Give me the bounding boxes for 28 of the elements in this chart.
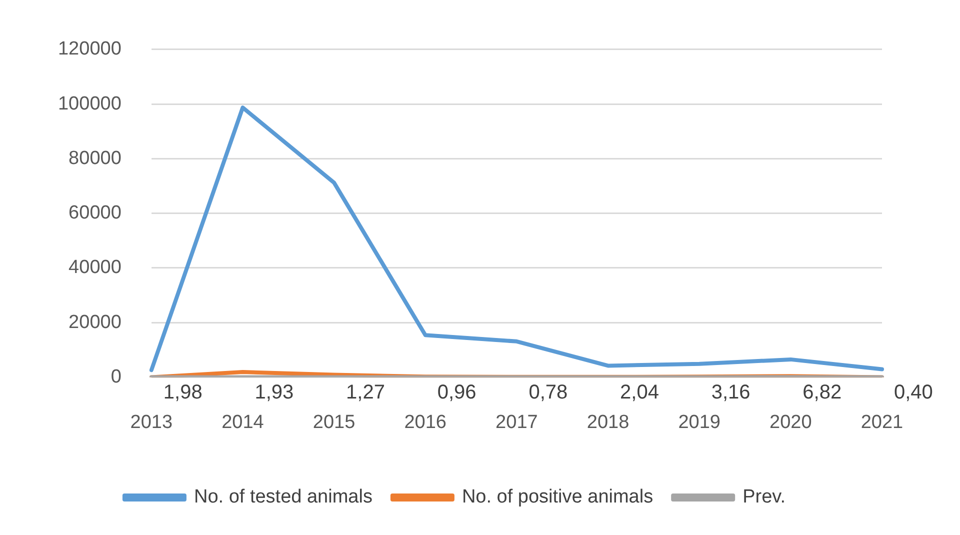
x-tick-label: 2018 xyxy=(586,412,630,433)
x-tick-label: 2015 xyxy=(312,412,356,433)
data-label: 1,27 xyxy=(346,382,385,404)
x-tick-label: 2020 xyxy=(770,412,812,433)
data-label: 6,82 xyxy=(802,382,842,404)
data-label: 1,98 xyxy=(163,382,202,404)
x-tick-label: 2013 xyxy=(130,412,173,433)
y-tick-label: 40000 xyxy=(68,257,122,278)
x-tick-label: 2021 xyxy=(860,412,904,433)
legend-label: Prev. xyxy=(742,486,786,508)
data-label: 0,78 xyxy=(528,382,568,404)
x-tick-label: 2014 xyxy=(222,412,264,433)
data-label: 3,16 xyxy=(711,382,750,404)
x-tick-label: 2019 xyxy=(678,412,720,433)
x-tick-label: 2016 xyxy=(404,412,447,433)
legend-label: No. of positive animals xyxy=(462,486,654,508)
y-tick-label: 20000 xyxy=(68,312,122,333)
data-label: 0,40 xyxy=(894,382,933,404)
y-tick-label: 120000 xyxy=(58,38,122,60)
y-tick-label: 80000 xyxy=(68,148,122,169)
data-label: 2,04 xyxy=(620,382,659,404)
y-tick-label: 0 xyxy=(110,366,122,388)
data-label: 0,96 xyxy=(437,382,476,404)
data-label: 1,93 xyxy=(254,382,294,404)
x-tick-label: 2017 xyxy=(496,412,538,433)
y-tick-label: 100000 xyxy=(58,93,122,114)
y-tick-label: 60000 xyxy=(68,202,122,224)
legend-label: No. of tested animals xyxy=(194,486,372,508)
